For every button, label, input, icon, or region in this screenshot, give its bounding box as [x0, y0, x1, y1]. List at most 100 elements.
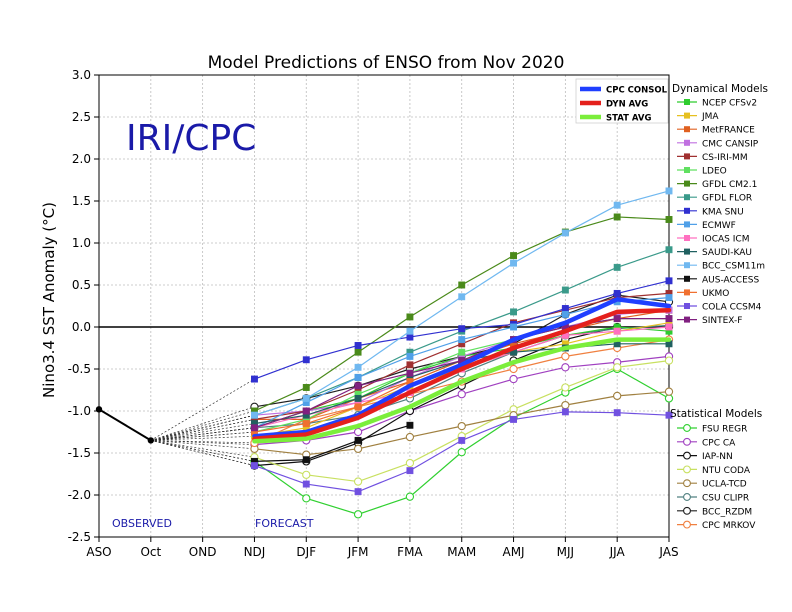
statistical-series-marker — [664, 387, 674, 396]
statistical-series-marker — [561, 400, 570, 410]
statistical-series-marker — [457, 421, 466, 431]
dynamical-series-marker — [251, 375, 258, 383]
dynamical-legend-label: SAUDI-KAU — [702, 248, 752, 258]
y-axis-label: Nino3.4 SST Anomaly (°C) — [40, 202, 58, 398]
statistical-legend-swatch-marker — [683, 451, 691, 460]
dynamical-series-marker — [406, 361, 414, 369]
dynamical-legend-swatch-marker — [684, 275, 690, 282]
dynamical-series-marker — [510, 415, 517, 423]
dynamical-series-marker — [354, 394, 362, 402]
y-tick-label: 2.0 — [72, 152, 91, 166]
y-tick-label: -1.5 — [68, 446, 91, 460]
chart-title: Model Predictions of ENSO from Nov 2020 — [208, 53, 565, 73]
statistical-legend-swatch-marker — [683, 506, 691, 515]
dynamical-series-marker — [302, 420, 310, 428]
dynamical-series-line — [254, 424, 411, 462]
dynamical-series-marker — [354, 488, 362, 496]
dynamical-legend-label: MetFRANCE — [702, 126, 755, 136]
dynamical-series-marker — [665, 246, 673, 254]
dynamical-legend-label: GFDL FLOR — [702, 194, 752, 204]
dynamical-series-marker — [406, 369, 414, 377]
dynamical-legend-swatch-marker — [684, 99, 690, 105]
statistical-legend-swatch-marker — [683, 424, 691, 432]
statistical-series-marker — [509, 364, 518, 374]
dynamical-legend-label: AUS-ACCESS — [702, 275, 759, 285]
statistical-series-marker — [353, 510, 363, 519]
dynamical-series-marker — [561, 408, 569, 416]
statistical-series-marker — [302, 494, 311, 503]
y-tick-label: 0.5 — [72, 278, 91, 292]
statistical-series-marker — [405, 432, 415, 442]
statistical-legend-swatch-marker — [683, 465, 691, 474]
statistical-legend-label: UCLA-TCD — [702, 480, 747, 490]
dynamical-series-marker — [613, 289, 621, 297]
statistical-series-marker — [664, 394, 674, 403]
plot-area: 3.0 2.5 2.0 1.5 1.0 0.5 0.0 -0.5 -1.0 -1.5 -2.0 -2.… — [68, 68, 679, 559]
dynamical-legend-swatch-marker — [684, 303, 690, 309]
dynamical-series-marker — [302, 456, 310, 464]
statistical-series-marker — [509, 374, 518, 384]
x-tick-label: ASO — [86, 545, 111, 559]
summary-line — [252, 297, 672, 439]
dynamical-series-marker — [406, 467, 414, 475]
dynamical-series-marker — [406, 352, 414, 360]
iri-cpc-watermark: IRI/CPC — [126, 118, 256, 159]
statistical-legend-swatch-marker — [683, 437, 691, 446]
y-tick-label: -2.5 — [68, 530, 91, 544]
statistical-series-marker — [302, 470, 311, 479]
dynamical-legend-label: LDEO — [702, 167, 727, 177]
statistical-legend-label: CPC CA — [702, 438, 736, 448]
dynamical-series-marker — [354, 373, 362, 381]
y-tick-label: 0.0 — [72, 320, 91, 334]
dynamical-series-marker — [665, 323, 673, 331]
dynamical-series-marker — [302, 407, 310, 415]
statistical-legend-title: Statistical Models — [670, 408, 762, 420]
summary-legend-label: DYN AVG — [606, 100, 648, 110]
dynamical-legend-swatch-marker — [684, 139, 690, 146]
dynamical-legend-label: UKMO — [702, 289, 729, 299]
dynamical-series-marker — [665, 277, 673, 285]
dynamical-legend-label: SINTEX-F — [702, 316, 742, 326]
dynamical-legend-swatch-marker — [684, 207, 690, 214]
connector-line — [150, 440, 255, 444]
dynamical-series-marker — [561, 305, 569, 312]
y-tick-label: 1.5 — [72, 194, 91, 208]
x-tick-label: NDJ — [244, 545, 266, 559]
statistical-series-marker — [613, 363, 622, 372]
connector-line — [150, 410, 255, 441]
dynamical-series-marker — [665, 216, 673, 223]
dynamical-legend-label: NCEP CFSv2 — [702, 99, 757, 109]
dynamical-legend-swatch-marker — [684, 289, 690, 296]
x-tick-label: FMA — [397, 545, 423, 559]
dynamical-series-marker — [613, 409, 621, 417]
statistical-series-marker — [561, 383, 570, 392]
y-tick-label: -2.0 — [68, 488, 91, 502]
x-tick-label: MAM — [447, 545, 476, 559]
statistical-legend-label: FSU REGR — [702, 425, 747, 435]
dynamical-series-marker — [510, 252, 517, 260]
dynamical-legend-swatch-marker — [684, 194, 690, 201]
x-tick-label: DJF — [296, 545, 316, 559]
dynamical-legend-label: CMC CANSIP — [702, 139, 759, 149]
dynamical-series-marker — [406, 333, 414, 341]
dynamical-series-marker — [510, 308, 517, 316]
dynamical-series-marker — [302, 356, 310, 364]
statistical-legend-label: IAP-NN — [702, 452, 733, 462]
observed-marker — [95, 406, 103, 413]
connector-line — [150, 414, 255, 441]
dynamical-series-marker — [406, 313, 414, 321]
dynamical-series-marker — [458, 436, 466, 444]
observed-marker — [147, 437, 155, 444]
statistical-series-marker — [664, 356, 674, 365]
dynamical-legend-label: BCC_CSM11m — [702, 262, 765, 272]
dynamical-series-marker — [561, 229, 569, 237]
dynamical-series-marker — [510, 259, 517, 267]
x-tick-label: Oct — [140, 545, 161, 559]
connector-line — [150, 440, 255, 466]
dynamical-series-marker — [458, 325, 466, 333]
dynamical-legend-label: JMA — [701, 112, 719, 122]
statistical-series-marker — [457, 448, 466, 457]
x-tick-label: AMJ — [502, 545, 524, 559]
y-tick-label: 2.5 — [72, 110, 91, 124]
dynamical-series-marker — [665, 315, 673, 323]
